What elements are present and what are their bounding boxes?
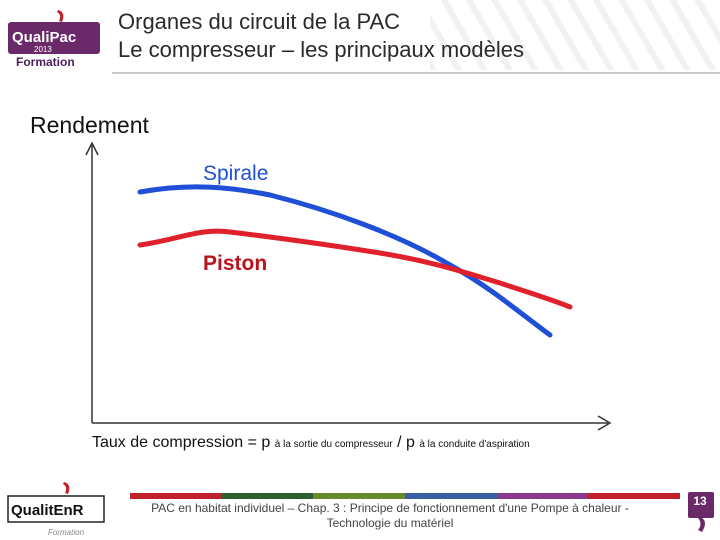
x-axis-label: Taux de compression = p à la sortie du c…: [92, 434, 530, 452]
header-divider: [112, 72, 720, 74]
footer-text-line-1: PAC en habitat individuel – Chap. 3 : Pr…: [151, 501, 629, 515]
footer-bar-segment: [496, 493, 589, 499]
page-number-badge: [688, 492, 714, 532]
title-line-1: Organes du circuit de la PAC: [118, 9, 401, 34]
footer-logo-brand-text: QualitEnR: [11, 502, 84, 519]
comma-mark-icon: [698, 518, 705, 532]
footer-text: PAC en habitat individuel – Chap. 3 : Pr…: [132, 501, 648, 531]
efficiency-chart: Spirale Piston: [85, 141, 612, 431]
y-axis-label: Rendement: [30, 112, 149, 138]
page-number: 13: [693, 494, 707, 508]
footer-logo-sub-text: Formation: [48, 528, 85, 537]
x-axis-label-sub-2: à la conduite d'aspiration: [419, 439, 530, 450]
comma-mark-icon: [57, 10, 64, 22]
footer-bar-segment: [313, 493, 406, 499]
title-line-2: Le compresseur – les principaux modèles: [118, 37, 524, 62]
footer-bar-segment: [130, 493, 222, 499]
qualipac-logo: QualiPac 2013 Formation: [8, 10, 100, 68]
footer-bar-segment: [588, 493, 681, 499]
logo-year-text: 2013: [34, 45, 52, 54]
comma-mark-icon: [63, 482, 70, 494]
footer-color-bar: [130, 493, 681, 499]
series-label-spirale: Spirale: [203, 162, 268, 185]
footer-bar-segment: [221, 493, 314, 499]
footer-text-line-2: Technologie du matériel: [326, 516, 454, 530]
y-axis-arrow-icon: [85, 141, 99, 156]
logo-sub-text: Formation: [16, 55, 75, 68]
series-line-piston: [137, 228, 573, 310]
footer-bar-segment: [405, 493, 497, 499]
logo-brand-text: QualiPac: [12, 29, 76, 46]
qualitenr-logo: QualitEnR Formation: [7, 482, 105, 537]
header-pattern: [430, 0, 720, 70]
x-axis-label-sub-1: à la sortie du compresseur: [274, 439, 393, 450]
x-axis-arrow-icon: [597, 415, 612, 431]
series-line-spirale: [137, 184, 553, 338]
slide-title: Organes du circuit de la PAC Le compress…: [118, 8, 524, 64]
x-axis-label-separator: / p: [392, 434, 415, 451]
series-label-piston: Piston: [203, 252, 267, 275]
x-axis-label-main: Taux de compression = p: [92, 434, 271, 451]
